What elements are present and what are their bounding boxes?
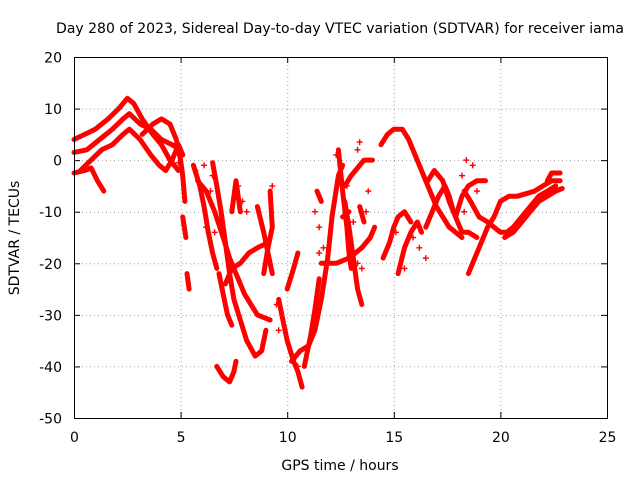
- data-point: [354, 260, 361, 267]
- data-point: [239, 198, 246, 205]
- series-s: [289, 162, 346, 364]
- data-point: [243, 208, 250, 215]
- series-g: [184, 271, 192, 292]
- y-tick-label: 20: [44, 51, 62, 67]
- y-tick-label: -30: [39, 308, 62, 324]
- series-e: [139, 116, 188, 204]
- data-point: [356, 139, 363, 146]
- series-aa: [357, 204, 367, 225]
- data-point: [333, 151, 340, 158]
- plot-frame: [74, 57, 608, 419]
- data-point: [461, 208, 468, 215]
- series-m: [214, 358, 239, 385]
- data-point: [363, 208, 370, 215]
- x-tick-label: 10: [279, 430, 297, 446]
- series-c: [77, 126, 186, 173]
- data-point: [343, 182, 350, 189]
- data-point: [409, 234, 416, 241]
- data-point: [207, 188, 214, 195]
- series-d: [71, 165, 107, 194]
- data-layer: [71, 95, 565, 390]
- series-b: [71, 111, 184, 155]
- series-x: [318, 224, 378, 266]
- chart-title: Day 280 of 2023, Sidereal Day-to-day VTE…: [56, 21, 624, 37]
- x-tick-label: 20: [492, 430, 510, 446]
- data-point: [211, 229, 218, 236]
- x-tick-label: 5: [177, 430, 186, 446]
- data-point: [365, 188, 372, 195]
- data-point: [416, 244, 423, 251]
- series-ag: [461, 183, 559, 235]
- series-j: [210, 160, 269, 359]
- y-tick-label: 10: [44, 102, 62, 118]
- x-tick-label: 15: [385, 430, 403, 446]
- series-w: [342, 198, 365, 307]
- data-point: [392, 229, 399, 236]
- series-ac: [380, 209, 414, 261]
- data-point: [320, 244, 327, 251]
- data-point: [235, 182, 242, 189]
- series-ai: [465, 178, 563, 277]
- data-point: [358, 265, 365, 272]
- data-point: [422, 255, 429, 262]
- series-aj: [502, 186, 565, 240]
- data-point: [203, 224, 210, 231]
- data-point: [459, 172, 466, 179]
- data-point: [469, 162, 476, 169]
- x-tick-label: 0: [70, 430, 79, 446]
- data-point: [275, 327, 282, 334]
- data-point: [201, 162, 208, 169]
- axis-ticks: 0 5 10 15 20 25 -50 -40 -30 -20 -10 0 10 20: [39, 51, 616, 447]
- data-point: [316, 224, 323, 231]
- grid: [74, 57, 607, 418]
- series-r: [284, 250, 301, 292]
- series-p: [261, 188, 275, 277]
- data-point: [192, 167, 199, 174]
- x-tick-label: 25: [599, 430, 617, 446]
- series-o: [254, 204, 275, 277]
- y-tick-label: -50: [39, 412, 62, 428]
- series-ah: [453, 178, 488, 220]
- data-point: [316, 249, 323, 256]
- y-axis-label: SDTVAR / TECUs: [7, 181, 23, 296]
- data-point: [401, 265, 408, 272]
- series-u: [314, 188, 324, 204]
- series-ab: [378, 126, 465, 240]
- data-point: [294, 363, 301, 370]
- y-tick-label: 0: [53, 154, 62, 170]
- series-q: [276, 296, 305, 390]
- data-point: [354, 146, 361, 153]
- data-point: [311, 208, 318, 215]
- series-l: [216, 271, 235, 328]
- series-ad: [395, 219, 424, 277]
- series-k: [222, 240, 271, 287]
- data-point: [473, 188, 480, 195]
- x-axis-label: GPS time / hours: [281, 458, 398, 474]
- series-a: [71, 95, 181, 173]
- series-f: [180, 214, 189, 240]
- data-point: [350, 219, 357, 226]
- data-point: [273, 301, 280, 308]
- y-tick-label: -10: [39, 205, 62, 221]
- series-ak: [544, 170, 563, 184]
- y-tick-label: -20: [39, 257, 62, 273]
- data-point: [269, 182, 276, 189]
- y-tick-label: -40: [39, 360, 62, 376]
- data-point: [209, 172, 216, 179]
- series-y: [342, 157, 375, 189]
- series-af: [425, 168, 480, 240]
- series-n: [229, 178, 243, 215]
- series-z: [340, 209, 352, 220]
- data-point: [463, 157, 470, 164]
- series-t: [301, 276, 322, 369]
- data-point: [175, 159, 182, 166]
